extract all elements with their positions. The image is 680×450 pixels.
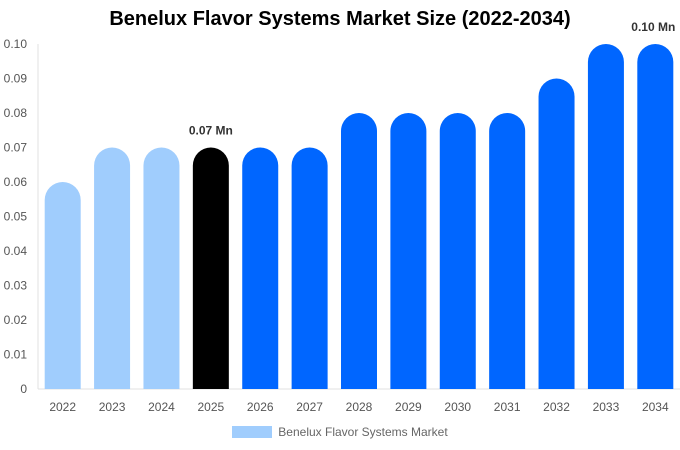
- x-tick-label: 2023: [99, 400, 126, 414]
- y-tick-label: 0.06: [4, 175, 28, 189]
- x-tick-label: 2028: [346, 400, 373, 414]
- legend[interactable]: Benelux Flavor Systems Market: [0, 425, 680, 439]
- y-tick-label: 0: [20, 382, 27, 396]
- legend-swatch: [232, 426, 273, 438]
- x-tick-label: 2026: [247, 400, 274, 414]
- y-tick-label: 0.01: [4, 348, 28, 362]
- data-label: 0.07 Mn: [189, 124, 233, 138]
- bar-2032: [538, 78, 575, 389]
- bar-2025: [192, 147, 229, 389]
- bar-2023: [94, 147, 131, 389]
- y-tick-label: 0.10: [4, 37, 28, 51]
- chart-title: Benelux Flavor Systems Market Size (2022…: [109, 8, 571, 30]
- x-tick-label: 2034: [642, 400, 669, 414]
- x-tick-label: 2022: [49, 400, 76, 414]
- legend-label: Benelux Flavor Systems Market: [278, 425, 448, 439]
- x-tick-label: 2033: [593, 400, 620, 414]
- bar-2031: [489, 112, 526, 389]
- bar-2030: [439, 113, 476, 389]
- x-tick-label: 2032: [543, 400, 570, 414]
- bar-2022: [44, 182, 81, 389]
- y-tick-label: 0.09: [4, 72, 28, 86]
- x-tick-label: 2025: [197, 400, 224, 414]
- x-tick-label: 2030: [444, 400, 471, 414]
- x-tick-label: 2029: [395, 400, 422, 414]
- y-tick-label: 0.07: [4, 141, 28, 155]
- data-label: 0.10 Mn: [631, 20, 675, 34]
- x-tick-label: 2024: [148, 400, 175, 414]
- x-tick-label: 2031: [494, 400, 521, 414]
- bar-2034: [637, 44, 674, 389]
- y-tick-label: 0.08: [4, 106, 28, 120]
- bar-2024: [143, 147, 180, 389]
- y-tick-label: 0.05: [4, 210, 28, 224]
- x-tick-label: 2027: [296, 400, 323, 414]
- bar-2027: [291, 147, 328, 389]
- bar-2029: [390, 113, 427, 389]
- y-tick-label: 0.02: [4, 313, 28, 327]
- y-tick-label: 0.04: [4, 244, 28, 258]
- y-tick-label: 0.03: [4, 279, 28, 293]
- bar-2026: [242, 147, 279, 389]
- bar-2033: [587, 44, 624, 389]
- bar-2028: [341, 113, 377, 389]
